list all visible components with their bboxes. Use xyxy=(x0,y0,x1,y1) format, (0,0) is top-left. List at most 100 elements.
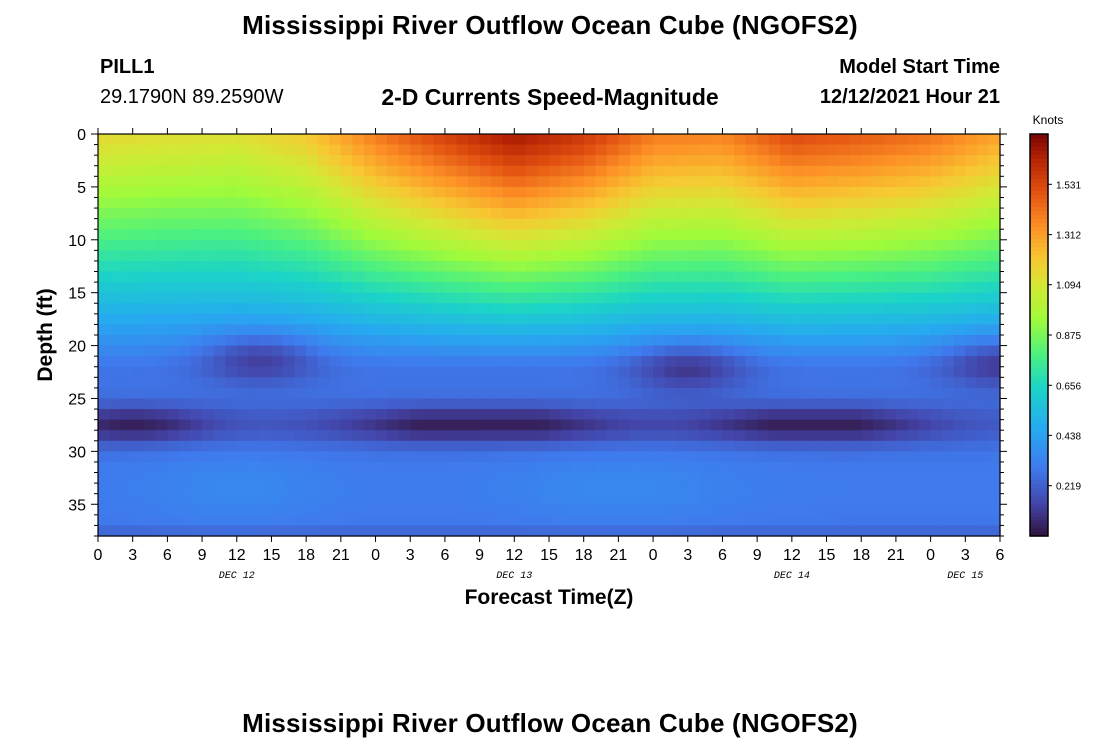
heatmap-cell xyxy=(676,440,689,452)
heatmap-cell xyxy=(271,176,284,188)
heatmap-cell xyxy=(861,282,874,294)
heatmap-cell xyxy=(687,409,700,421)
heatmap-cell xyxy=(317,451,330,463)
heatmap-cell xyxy=(653,356,666,368)
heatmap-cell xyxy=(629,197,643,209)
heatmap-cell xyxy=(884,176,897,188)
heatmap-cell xyxy=(919,430,932,442)
heatmap-cell xyxy=(363,165,377,177)
heatmap-cell xyxy=(178,430,192,442)
heatmap-cell xyxy=(329,472,342,484)
heatmap-cell xyxy=(132,303,145,315)
heatmap-cell xyxy=(791,155,805,167)
heatmap-cell xyxy=(676,409,689,421)
heatmap-cell xyxy=(525,409,539,421)
heatmap-cell xyxy=(629,525,643,537)
heatmap-cell xyxy=(491,292,504,304)
heatmap-cell xyxy=(479,461,492,474)
heatmap-cell xyxy=(167,504,180,516)
heatmap-cell xyxy=(595,144,608,156)
heatmap-cell xyxy=(641,155,654,167)
heatmap-cell xyxy=(502,260,515,273)
heatmap-cell xyxy=(456,229,469,241)
heatmap-cell xyxy=(710,493,724,505)
heatmap-cell xyxy=(780,313,793,326)
heatmap-cell xyxy=(814,208,828,220)
heatmap-cell xyxy=(225,313,238,326)
y-axis-label: Depth (ft) xyxy=(34,288,57,381)
heatmap-cell xyxy=(479,483,492,495)
heatmap-cell xyxy=(699,155,712,167)
heatmap-cell xyxy=(525,324,539,336)
heatmap-cell xyxy=(444,514,458,527)
x-tick-label: 6 xyxy=(440,547,449,564)
heatmap-cell xyxy=(687,239,700,251)
heatmap-cell xyxy=(491,155,504,167)
heatmap-cell xyxy=(595,345,608,357)
heatmap-cell xyxy=(190,197,203,209)
heatmap-cell xyxy=(190,345,203,357)
heatmap-cell xyxy=(352,377,365,389)
heatmap-cell xyxy=(98,504,111,516)
heatmap-cell xyxy=(178,419,192,431)
heatmap-cell xyxy=(340,250,354,262)
heatmap-cell xyxy=(144,504,157,516)
heatmap-cell xyxy=(560,186,573,199)
heatmap-cell xyxy=(895,186,909,199)
heatmap-cell xyxy=(572,335,585,347)
heatmap-cell xyxy=(363,303,377,315)
heatmap-cell xyxy=(444,260,458,273)
heatmap-cell xyxy=(757,345,770,357)
heatmap-cell xyxy=(907,303,920,315)
heatmap-cell xyxy=(444,176,458,188)
heatmap-cell xyxy=(421,282,434,294)
heatmap-cell xyxy=(988,260,1001,273)
heatmap-cell xyxy=(699,525,712,537)
heatmap-cell xyxy=(791,387,805,400)
heatmap-cell xyxy=(375,292,388,304)
heatmap-cell xyxy=(722,398,735,410)
heatmap-cell xyxy=(121,165,134,177)
heatmap-cell xyxy=(826,239,839,251)
colorbar-segment xyxy=(1030,190,1048,195)
heatmap-cell xyxy=(687,335,700,347)
heatmap-cell xyxy=(699,324,712,336)
heatmap-cell xyxy=(121,430,134,442)
heatmap-cell xyxy=(942,313,955,326)
heatmap-cell xyxy=(699,409,712,421)
heatmap-cell xyxy=(456,250,469,262)
heatmap-cell xyxy=(155,250,168,262)
heatmap-cell xyxy=(699,134,712,146)
heatmap-cell xyxy=(340,324,354,336)
heatmap-cell xyxy=(895,292,909,304)
heatmap-cell xyxy=(861,514,874,527)
heatmap-cell xyxy=(352,218,365,230)
heatmap-cell xyxy=(641,514,654,527)
heatmap-cell xyxy=(572,208,585,220)
heatmap-cell xyxy=(340,387,354,400)
heatmap-cell xyxy=(109,218,122,230)
heatmap-cell xyxy=(838,440,851,452)
heatmap-cell xyxy=(456,483,469,495)
heatmap-cell xyxy=(849,186,862,199)
heatmap-cell xyxy=(491,451,504,463)
heatmap-cell xyxy=(583,525,596,537)
heatmap-cell xyxy=(734,282,747,294)
heatmap-cell xyxy=(676,186,689,199)
heatmap-cell xyxy=(849,335,862,347)
heatmap-cell xyxy=(98,155,111,167)
heatmap-cell xyxy=(780,472,793,484)
heatmap-cell xyxy=(248,271,261,283)
heatmap-cell xyxy=(271,461,284,474)
heatmap-cell xyxy=(225,165,238,177)
heatmap-cell xyxy=(699,366,712,378)
colorbar-segment xyxy=(1030,407,1048,412)
x-tick-label: 0 xyxy=(926,547,935,564)
heatmap-cell xyxy=(629,260,643,273)
heatmap-cell xyxy=(930,144,943,156)
heatmap-cell xyxy=(595,134,608,146)
heatmap-cell xyxy=(572,430,585,442)
heatmap-cell xyxy=(236,366,249,378)
heatmap-cell xyxy=(491,186,504,199)
heatmap-cell xyxy=(248,451,261,463)
